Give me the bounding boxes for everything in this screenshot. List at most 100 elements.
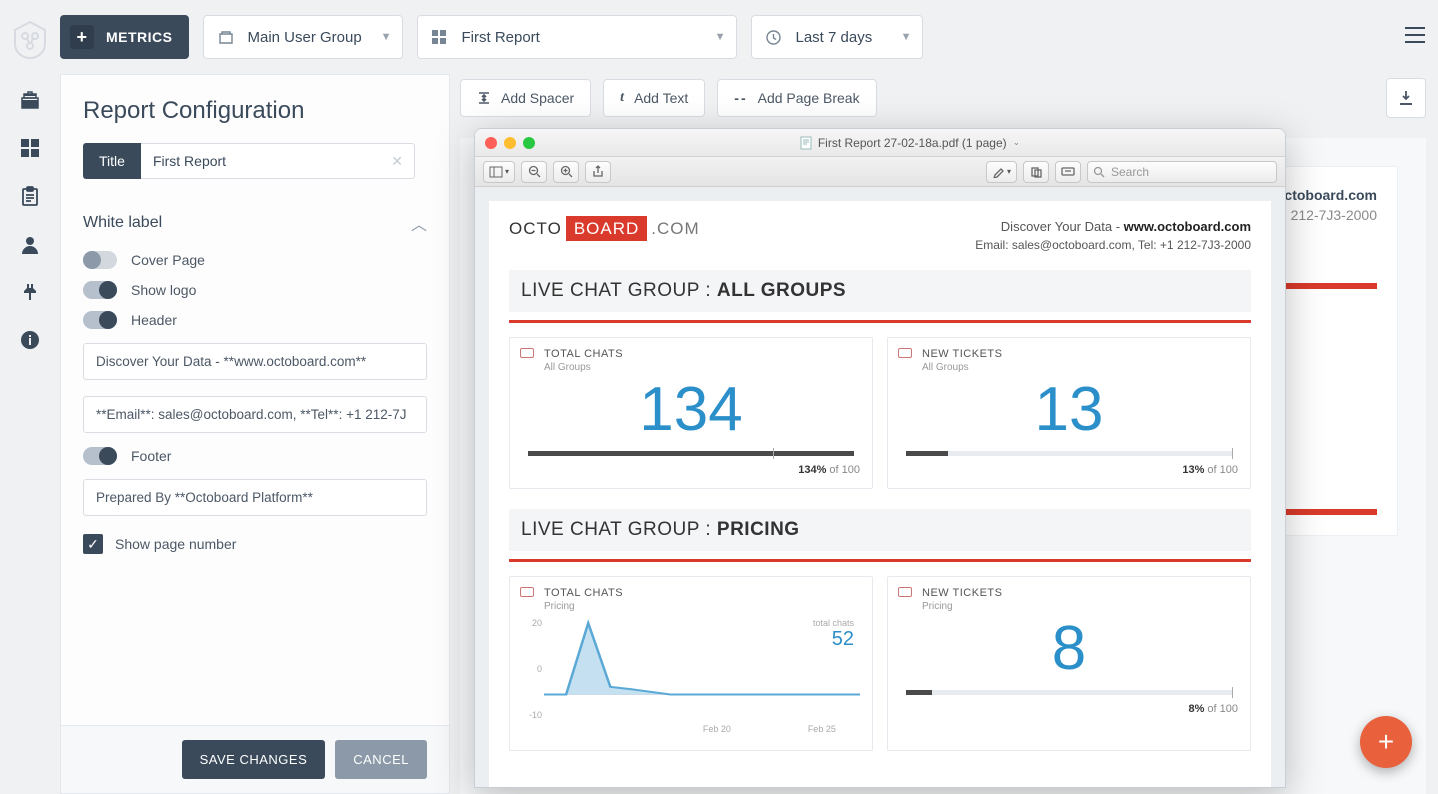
metric-card: NEW TICKETSAll Groups1313% of 100	[887, 337, 1251, 489]
ticket-icon	[898, 587, 912, 597]
chart-x-axis: Feb 20Feb 25	[542, 724, 860, 738]
chart-svg	[544, 618, 860, 720]
share-button[interactable]	[585, 161, 611, 183]
save-button[interactable]: SAVE CHANGES	[182, 740, 326, 779]
line-chart: total chats 52 200-10 Feb 20Feb 25	[522, 618, 860, 738]
chat-icon	[898, 348, 912, 358]
group-icon	[218, 29, 236, 45]
download-icon	[1398, 90, 1414, 106]
show-logo-toggle[interactable]	[83, 281, 117, 299]
rotate-button[interactable]	[1023, 161, 1049, 183]
header-line2-input[interactable]	[83, 396, 427, 433]
progress-bar	[528, 451, 854, 456]
pdf-search-input[interactable]: Search	[1087, 161, 1277, 183]
markup-button[interactable]	[1055, 161, 1081, 183]
white-label-section-header[interactable]: White label ︿	[61, 197, 449, 245]
download-button[interactable]	[1386, 78, 1426, 118]
preview-toolbar: Add Spacer t Add Text -- Add Page Break	[460, 78, 1426, 118]
show-page-number-checkbox[interactable]: ✓	[83, 534, 103, 554]
footer-toggle[interactable]	[83, 447, 117, 465]
cards-all-groups: TOTAL CHATSAll Groups134134% of 100NEW T…	[509, 337, 1251, 489]
nav-groups-icon[interactable]	[20, 90, 40, 110]
add-spacer-button[interactable]: Add Spacer	[460, 79, 591, 117]
card-subtitle: Pricing	[922, 601, 1238, 612]
metrics-button[interactable]: + METRICS	[60, 15, 189, 59]
page-break-icon: --	[734, 90, 747, 106]
user-group-dropdown[interactable]: Main User Group ▼	[203, 15, 403, 59]
cover-page-toggle[interactable]	[83, 251, 117, 269]
add-page-break-button[interactable]: -- Add Page Break	[717, 79, 876, 117]
progress-text: 8% of 100	[900, 703, 1238, 715]
show-page-number-row: ✓ Show page number	[61, 524, 449, 564]
pdf-body[interactable]: OCTOBOARD.COM Discover Your Data - www.o…	[475, 187, 1285, 787]
grid-icon	[432, 30, 450, 44]
pdf-titlebar: First Report 27-02-18a.pdf (1 page) ⌄	[475, 129, 1285, 157]
text-icon: t	[620, 90, 624, 106]
add-text-button[interactable]: t Add Text	[603, 79, 705, 117]
section-rule	[509, 559, 1251, 562]
cancel-button[interactable]: CANCEL	[335, 740, 427, 779]
config-panel: Report Configuration Title ✕ White label…	[60, 74, 450, 794]
chat-icon	[520, 348, 534, 358]
nav-account-icon[interactable]	[20, 234, 40, 254]
close-window-button[interactable]	[485, 137, 497, 149]
add-fab-button[interactable]: +	[1360, 716, 1412, 768]
section-rule	[509, 320, 1251, 323]
title-field-row: Title ✕	[83, 143, 427, 179]
pdf-page: OCTOBOARD.COM Discover Your Data - www.o…	[489, 201, 1271, 787]
header-line1-input[interactable]	[83, 343, 427, 380]
spacer-icon	[477, 91, 491, 105]
menu-button[interactable]	[1404, 26, 1426, 49]
view-mode-button[interactable]: ▾	[483, 161, 515, 183]
card-title: NEW TICKETS	[922, 348, 1238, 360]
clear-title-icon[interactable]: ✕	[391, 153, 403, 170]
report-dropdown[interactable]: First Report ▼	[417, 15, 737, 59]
nav-info-icon[interactable]	[20, 330, 40, 350]
section-all-groups-title: LIVE CHAT GROUP : ALL GROUPS	[509, 270, 1251, 312]
config-heading: Report Configuration	[61, 75, 449, 143]
chevron-up-icon: ︿	[411, 211, 427, 235]
search-placeholder: Search	[1111, 165, 1149, 179]
pdf-header-right: Discover Your Data - www.octoboard.com E…	[975, 219, 1251, 252]
add-spacer-label: Add Spacer	[501, 90, 574, 106]
nav-reports-icon[interactable]	[20, 186, 40, 206]
nav-connections-icon[interactable]	[20, 282, 40, 302]
highlight-button[interactable]: ▾	[986, 161, 1017, 183]
left-rail	[0, 0, 60, 794]
date-range-value: Last 7 days	[796, 29, 873, 46]
pdf-page-header: OCTOBOARD.COM Discover Your Data - www.o…	[509, 219, 1251, 252]
zoom-in-button[interactable]	[553, 161, 579, 183]
minimize-window-button[interactable]	[504, 137, 516, 149]
card-subtitle: All Groups	[922, 362, 1238, 373]
chevron-down-icon: ▼	[715, 31, 726, 43]
pricing-total-chats-card: TOTAL CHATS Pricing total chats 52 200-1…	[509, 576, 873, 751]
white-label-heading: White label	[83, 214, 162, 232]
config-footer: SAVE CHANGES CANCEL	[61, 725, 449, 793]
card-title: TOTAL CHATS	[544, 348, 860, 360]
footer-text-input[interactable]	[83, 479, 427, 516]
user-group-value: Main User Group	[248, 29, 362, 46]
footer-label: Footer	[131, 448, 171, 464]
show-logo-row: Show logo	[61, 275, 449, 305]
show-page-number-label: Show page number	[115, 536, 236, 552]
header-toggle[interactable]	[83, 311, 117, 329]
progress-text: 134% of 100	[522, 464, 860, 476]
card-subtitle: All Groups	[544, 362, 860, 373]
cards-pricing: TOTAL CHATS Pricing total chats 52 200-1…	[509, 576, 1251, 751]
add-text-label: Add Text	[634, 90, 688, 106]
search-icon	[1093, 166, 1105, 178]
pdf-preview-window: First Report 27-02-18a.pdf (1 page) ⌄ ▾ …	[474, 128, 1286, 788]
metrics-label: METRICS	[106, 29, 173, 45]
date-range-dropdown[interactable]: Last 7 days ▼	[751, 15, 923, 59]
document-icon	[800, 136, 812, 150]
card-subtitle: Pricing	[544, 601, 860, 612]
title-label: Title	[83, 143, 141, 179]
progress-bar	[906, 451, 1232, 456]
card-title: TOTAL CHATS	[544, 587, 860, 599]
nav-dashboards-icon[interactable]	[20, 138, 40, 158]
section-pricing-title: LIVE CHAT GROUP : PRICING	[509, 509, 1251, 551]
zoom-out-button[interactable]	[521, 161, 547, 183]
pdf-toolbar: ▾ ▾ Search	[475, 157, 1285, 187]
title-input[interactable]	[141, 143, 415, 179]
maximize-window-button[interactable]	[523, 137, 535, 149]
